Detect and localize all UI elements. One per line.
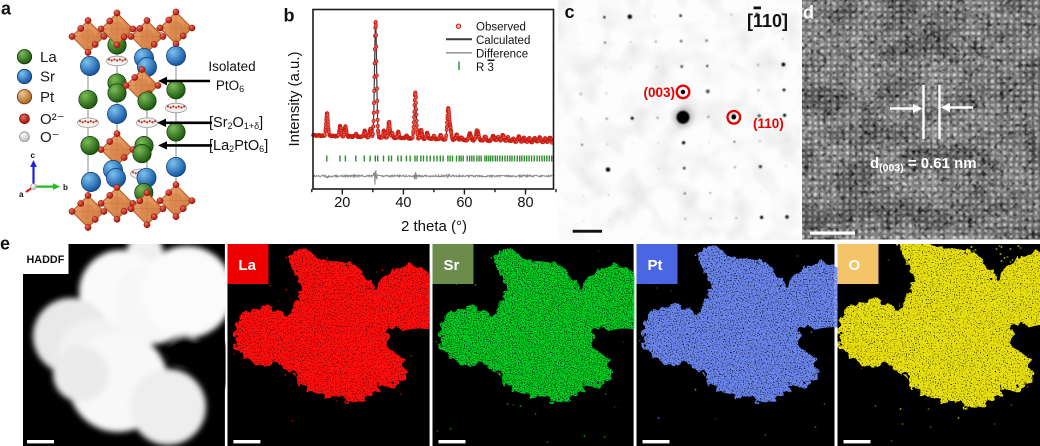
svg-text:40: 40 [395,195,411,211]
svg-text:b: b [284,6,295,26]
svg-text:Isolated: Isolated [208,59,255,74]
svg-text:Pt: Pt [40,89,55,106]
svg-text:a: a [1,0,12,19]
svg-text:(003): (003) [643,85,675,100]
svg-text:HADDF: HADDF [27,254,65,266]
svg-text:d: d [803,3,814,23]
svg-text:(110): (110) [753,116,784,131]
svg-text:a: a [19,190,24,199]
svg-text:La: La [238,257,256,274]
svg-text:R 3: R 3 [476,62,494,74]
svg-text:80: 80 [517,195,533,211]
svg-text:O²⁻: O²⁻ [40,111,65,128]
svg-text:PtO6: PtO6 [216,78,244,94]
svg-text:Difference: Difference [476,48,528,60]
svg-text:[110]: [110] [747,11,788,31]
svg-text:Intensity (a.u.): Intensity (a.u.) [286,51,303,146]
svg-text:Sr: Sr [40,69,55,86]
svg-text:La: La [40,49,57,66]
svg-text:2 theta (°): 2 theta (°) [401,218,467,235]
svg-text:[La2PtO6]: [La2PtO6] [209,138,268,154]
svg-text:e: e [0,234,10,254]
svg-text:b: b [63,183,68,192]
svg-text:c: c [31,151,36,160]
svg-text:60: 60 [456,195,472,211]
svg-text:O: O [849,257,861,274]
svg-text:Calculated: Calculated [476,35,530,47]
svg-text:Observed: Observed [476,22,526,34]
svg-text:c: c [565,2,575,22]
svg-text:Sr: Sr [444,257,460,274]
svg-text:20: 20 [334,195,350,211]
svg-text:Pt: Pt [648,257,663,274]
svg-text:O⁻: O⁻ [40,129,60,146]
